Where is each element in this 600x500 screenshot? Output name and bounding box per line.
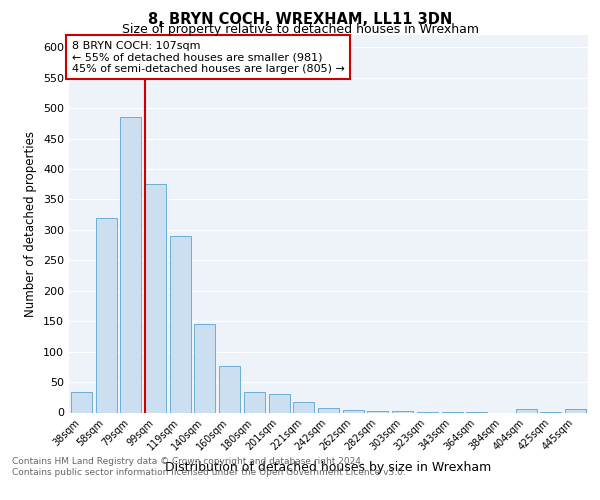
Bar [95, 218, 116, 412]
Bar [516, 410, 537, 412]
Bar [170, 236, 191, 412]
Text: 8, BRYN COCH, WREXHAM, LL11 3DN: 8, BRYN COCH, WREXHAM, LL11 3DN [148, 12, 452, 28]
Bar [293, 402, 314, 412]
Bar [367, 410, 388, 412]
Bar [194, 324, 215, 412]
Bar [120, 117, 141, 412]
Text: Size of property relative to detached houses in Wrexham: Size of property relative to detached ho… [121, 22, 479, 36]
Bar [565, 410, 586, 412]
Text: Contains HM Land Registry data © Crown copyright and database right 2024.
Contai: Contains HM Land Registry data © Crown c… [12, 458, 406, 477]
Text: 8 BRYN COCH: 107sqm
← 55% of detached houses are smaller (981)
45% of semi-detac: 8 BRYN COCH: 107sqm ← 55% of detached ho… [71, 40, 344, 74]
Bar [219, 366, 240, 412]
Bar [244, 392, 265, 412]
Bar [145, 184, 166, 412]
X-axis label: Distribution of detached houses by size in Wrexham: Distribution of detached houses by size … [166, 460, 491, 473]
Bar [343, 410, 364, 412]
Y-axis label: Number of detached properties: Number of detached properties [25, 130, 37, 317]
Bar [71, 392, 92, 412]
Bar [318, 408, 339, 412]
Bar [269, 394, 290, 412]
